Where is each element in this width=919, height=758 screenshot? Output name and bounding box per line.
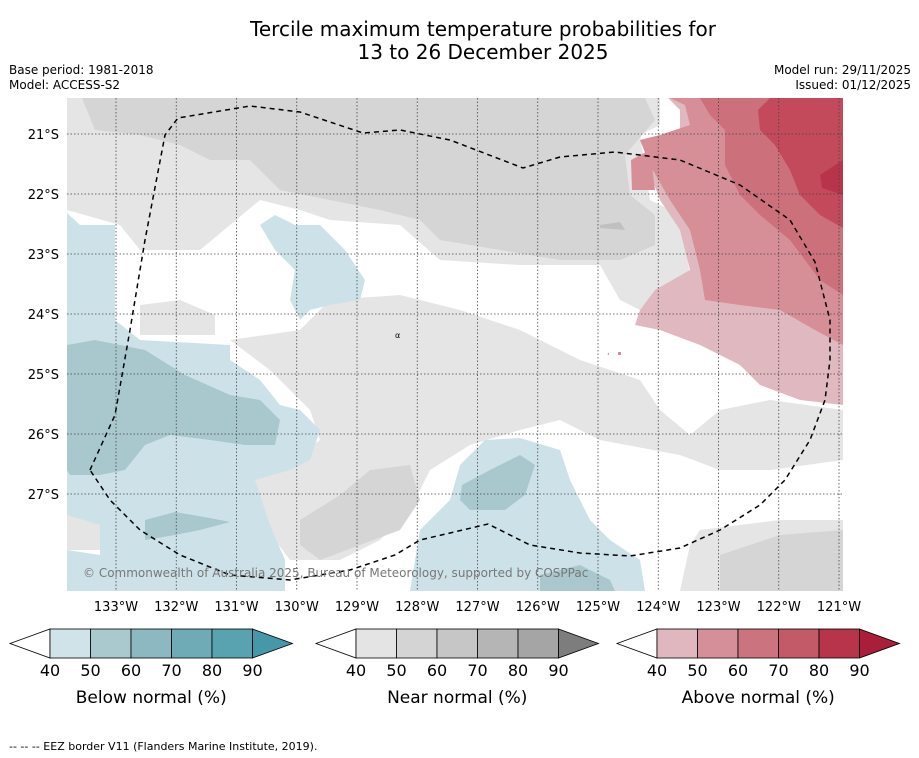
island-marker: α bbox=[395, 331, 400, 340]
colorbar-min-arrow bbox=[314, 628, 357, 659]
colorbar-tick-label: 60 bbox=[121, 661, 141, 680]
colorbar-label: Above normal (%) bbox=[682, 688, 835, 708]
colorbar-tick-label: 60 bbox=[427, 661, 447, 680]
colorbar-segment bbox=[818, 628, 860, 659]
colorbar-segment bbox=[477, 628, 519, 659]
issued-date: Issued: 01/12/2025 bbox=[795, 78, 911, 92]
colorbar-1: 40 50 60 70 80 90 Below normal (%) bbox=[8, 628, 294, 708]
model-info-right: Model run: 29/11/2025 Issued: 01/12/2025 bbox=[774, 63, 911, 93]
island-marker: · bbox=[607, 350, 610, 359]
latitude-label: 26°S bbox=[28, 428, 59, 443]
latitude-label: 24°S bbox=[28, 308, 59, 323]
colorbar-segment bbox=[355, 628, 397, 659]
longitude-label: 130°W bbox=[275, 600, 319, 615]
colorbar-max-arrow bbox=[252, 628, 294, 659]
colorbar-segment bbox=[697, 628, 739, 659]
latitude-label: 21°S bbox=[28, 128, 59, 143]
longitude-label: 133°W bbox=[94, 600, 138, 615]
title-line-1: Tercile maximum temperature probabilitie… bbox=[250, 17, 716, 41]
model-info-left: Base period: 1981-2018 Model: ACCESS-S2 bbox=[9, 63, 154, 93]
near-normal-50-region bbox=[82, 98, 843, 591]
longitude-label: 122°W bbox=[757, 600, 801, 615]
colorbar-max-arrow bbox=[558, 628, 600, 659]
colorbar-segment bbox=[656, 628, 698, 659]
island-marker bbox=[618, 352, 621, 355]
colorbar-tick-label: 80 bbox=[202, 661, 222, 680]
colorbar-tick-label: 50 bbox=[687, 661, 707, 680]
colorbar-segment bbox=[171, 628, 213, 659]
colorbar-tick-label: 80 bbox=[508, 661, 528, 680]
colorbar-segment bbox=[396, 628, 438, 659]
latitude-label: 23°S bbox=[28, 248, 59, 263]
eez-legend-note: -- -- -- EEZ border V11 (Flanders Marine… bbox=[9, 740, 318, 753]
graticule bbox=[67, 98, 843, 591]
longitude-label: 124°W bbox=[636, 600, 680, 615]
colorbar-tick-label: 90 bbox=[548, 661, 568, 680]
colorbar-tick-label: 90 bbox=[242, 661, 262, 680]
colorbar-tick-label: 50 bbox=[80, 661, 100, 680]
longitude-label: 129°W bbox=[335, 600, 379, 615]
colorbar-label: Below normal (%) bbox=[76, 688, 227, 708]
colorbar-segment bbox=[517, 628, 559, 659]
colorbar-tick-label: 70 bbox=[768, 661, 788, 680]
colorbar-segment bbox=[211, 628, 253, 659]
longitude-label: 125°W bbox=[576, 600, 620, 615]
longitude-label: 127°W bbox=[455, 600, 499, 615]
base-period: Base period: 1981-2018 bbox=[9, 63, 154, 77]
colorbar-segment bbox=[90, 628, 132, 659]
above-normal-70-region bbox=[758, 98, 843, 228]
colorbar-tick-label: 70 bbox=[161, 661, 181, 680]
colorbar-tick-label: 40 bbox=[647, 661, 667, 680]
model-name: Model: ACCESS-S2 bbox=[9, 78, 121, 92]
copyright-text: © Commonwealth of Australia 2025, Bureau… bbox=[83, 566, 588, 580]
title-line-2: 13 to 26 December 2025 bbox=[357, 40, 609, 64]
colorbar-3: 40 50 60 70 80 90 Above normal (%) bbox=[615, 628, 901, 708]
colorbar-tick-label: 50 bbox=[386, 661, 406, 680]
longitude-label: 132°W bbox=[154, 600, 198, 615]
latitude-label: 27°S bbox=[28, 488, 59, 503]
colorbar-segment bbox=[130, 628, 172, 659]
longitude-label: 123°W bbox=[696, 600, 740, 615]
colorbar-segment bbox=[737, 628, 779, 659]
colorbar-tick-label: 70 bbox=[467, 661, 487, 680]
longitude-label: 128°W bbox=[395, 600, 439, 615]
colorbar-min-arrow bbox=[8, 628, 51, 659]
colorbar-tick-label: 40 bbox=[40, 661, 60, 680]
map-figure: α · © Commonwealth of Australia 2025, Bu… bbox=[8, 98, 901, 708]
latitude-label: 25°S bbox=[28, 368, 59, 383]
colorbar-tick-label: 40 bbox=[346, 661, 366, 680]
model-run: Model run: 29/11/2025 bbox=[773, 63, 911, 77]
colorbar-2: 40 50 60 70 80 90 Near normal (%) bbox=[314, 628, 600, 708]
colorbar-segment bbox=[49, 628, 91, 659]
colorbar-tick-label: 90 bbox=[849, 661, 869, 680]
colorbar-segment bbox=[436, 628, 478, 659]
longitude-label: 126°W bbox=[516, 600, 560, 615]
colorbar-tick-label: 60 bbox=[728, 661, 748, 680]
colorbar-max-arrow bbox=[859, 628, 901, 659]
colorbar-tick-label: 80 bbox=[809, 661, 829, 680]
latitude-labels: 21°S 22°S 23°S 24°S 25°S 26°S 27°S bbox=[28, 128, 59, 503]
longitude-label: 131°W bbox=[214, 600, 258, 615]
colorbar-min-arrow bbox=[615, 628, 658, 659]
chart-title: Tercile maximum temperature probabilitie… bbox=[0, 18, 919, 64]
latitude-label: 22°S bbox=[28, 188, 59, 203]
colorbar-segment bbox=[778, 628, 820, 659]
colorbars: 40 50 60 70 80 90 Below normal (%) 40 50 60 70 80 90… bbox=[8, 628, 901, 708]
colorbar-label: Near normal (%) bbox=[387, 688, 527, 708]
longitude-labels: 133°W 132°W 131°W 130°W 129°W 128°W 127°W 126°W… bbox=[94, 600, 861, 615]
longitude-label: 121°W bbox=[817, 600, 861, 615]
